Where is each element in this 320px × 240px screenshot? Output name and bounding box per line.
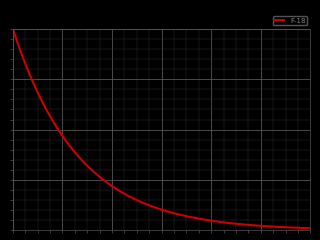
Legend: F-18: F-18 [273, 16, 307, 25]
